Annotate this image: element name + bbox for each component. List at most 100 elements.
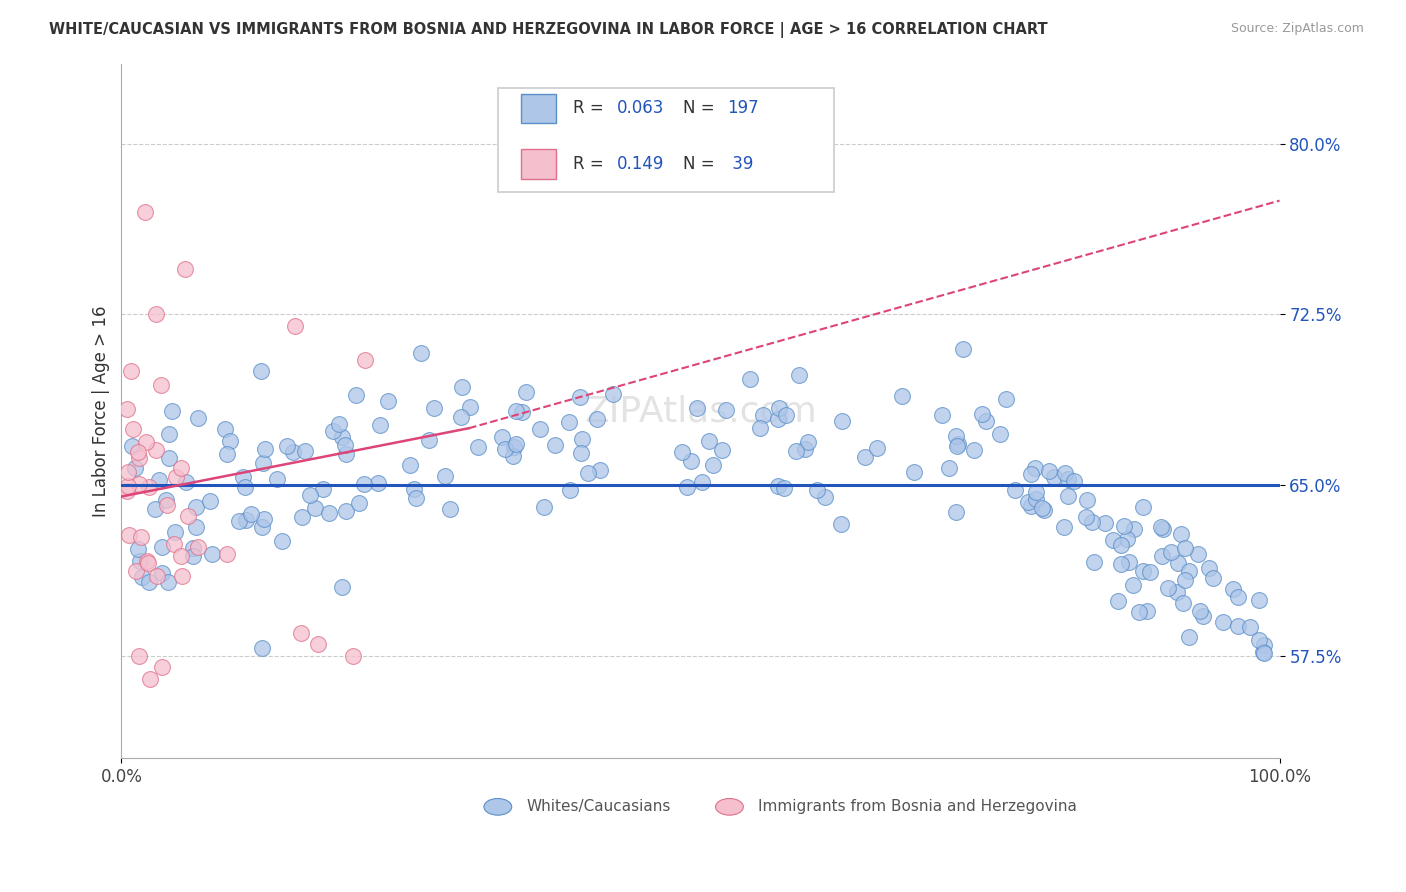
- Point: [1139, 565, 1161, 579]
- Point: [749, 421, 772, 435]
- Point: [467, 440, 489, 454]
- Point: [128, 450, 150, 465]
- Point: [785, 443, 807, 458]
- Point: [505, 436, 527, 450]
- Point: [1118, 555, 1140, 569]
- Point: [318, 506, 340, 520]
- Point: [853, 450, 876, 464]
- Point: [544, 438, 567, 452]
- Point: [128, 476, 150, 491]
- Point: [181, 541, 204, 555]
- Point: [163, 537, 186, 551]
- Point: [125, 564, 148, 578]
- Point: [1019, 499, 1042, 513]
- Point: [1128, 605, 1150, 619]
- Point: [963, 442, 986, 457]
- Point: [931, 409, 953, 423]
- Point: [1247, 593, 1270, 607]
- Point: [458, 401, 481, 415]
- Point: [586, 412, 609, 426]
- Point: [571, 432, 593, 446]
- Point: [335, 438, 357, 452]
- Point: [1132, 500, 1154, 514]
- Point: [946, 437, 969, 451]
- Point: [787, 368, 810, 383]
- Point: [124, 461, 146, 475]
- Point: [201, 547, 224, 561]
- Point: [1054, 467, 1077, 481]
- Point: [198, 493, 221, 508]
- Point: [367, 475, 389, 490]
- Point: [1025, 491, 1047, 506]
- Point: [184, 500, 207, 514]
- Point: [1171, 596, 1194, 610]
- Point: [602, 387, 624, 401]
- Point: [903, 465, 925, 479]
- Point: [252, 640, 274, 655]
- Point: [502, 449, 524, 463]
- Point: [157, 575, 180, 590]
- Point: [945, 439, 967, 453]
- Text: ZIPAtlas.com: ZIPAtlas.com: [583, 394, 817, 428]
- Point: [576, 466, 599, 480]
- Point: [434, 468, 457, 483]
- Point: [169, 549, 191, 563]
- Point: [768, 479, 790, 493]
- Circle shape: [484, 798, 512, 815]
- Point: [714, 403, 737, 417]
- Point: [232, 470, 254, 484]
- Point: [1253, 638, 1275, 652]
- Point: [252, 456, 274, 470]
- Point: [1024, 461, 1046, 475]
- Point: [945, 506, 967, 520]
- Circle shape: [716, 798, 744, 815]
- Point: [145, 307, 167, 321]
- Point: [690, 475, 713, 489]
- Point: [1123, 522, 1146, 536]
- Point: [1017, 494, 1039, 508]
- Point: [214, 422, 236, 436]
- Point: [117, 465, 139, 479]
- Point: [284, 318, 307, 333]
- Point: [235, 513, 257, 527]
- Point: [938, 461, 960, 475]
- Point: [157, 426, 180, 441]
- Point: [1187, 547, 1209, 561]
- Point: [219, 434, 242, 449]
- Point: [346, 388, 368, 402]
- Point: [298, 488, 321, 502]
- Point: [129, 554, 152, 568]
- Point: [1253, 647, 1275, 661]
- Point: [831, 414, 853, 428]
- Point: [1063, 474, 1085, 488]
- Point: [252, 520, 274, 534]
- Point: [766, 412, 789, 426]
- Point: [330, 430, 353, 444]
- Text: Source: ZipAtlas.com: Source: ZipAtlas.com: [1230, 22, 1364, 36]
- Point: [751, 408, 773, 422]
- Point: [450, 410, 472, 425]
- FancyBboxPatch shape: [522, 150, 555, 178]
- Point: [411, 346, 433, 360]
- Point: [686, 401, 709, 415]
- Point: [560, 483, 582, 497]
- Point: [1053, 519, 1076, 533]
- Point: [679, 454, 702, 468]
- Point: [569, 445, 592, 459]
- Point: [335, 446, 357, 460]
- Point: [450, 380, 472, 394]
- Point: [1170, 527, 1192, 541]
- Point: [1025, 485, 1047, 500]
- Text: 197: 197: [727, 100, 759, 118]
- Point: [239, 507, 262, 521]
- Point: [127, 445, 149, 459]
- Text: R =: R =: [574, 100, 609, 118]
- Point: [131, 570, 153, 584]
- Point: [402, 482, 425, 496]
- Point: [152, 566, 174, 581]
- Point: [162, 404, 184, 418]
- Point: [491, 430, 513, 444]
- Text: R =: R =: [574, 155, 609, 173]
- Point: [1160, 545, 1182, 559]
- Point: [370, 418, 392, 433]
